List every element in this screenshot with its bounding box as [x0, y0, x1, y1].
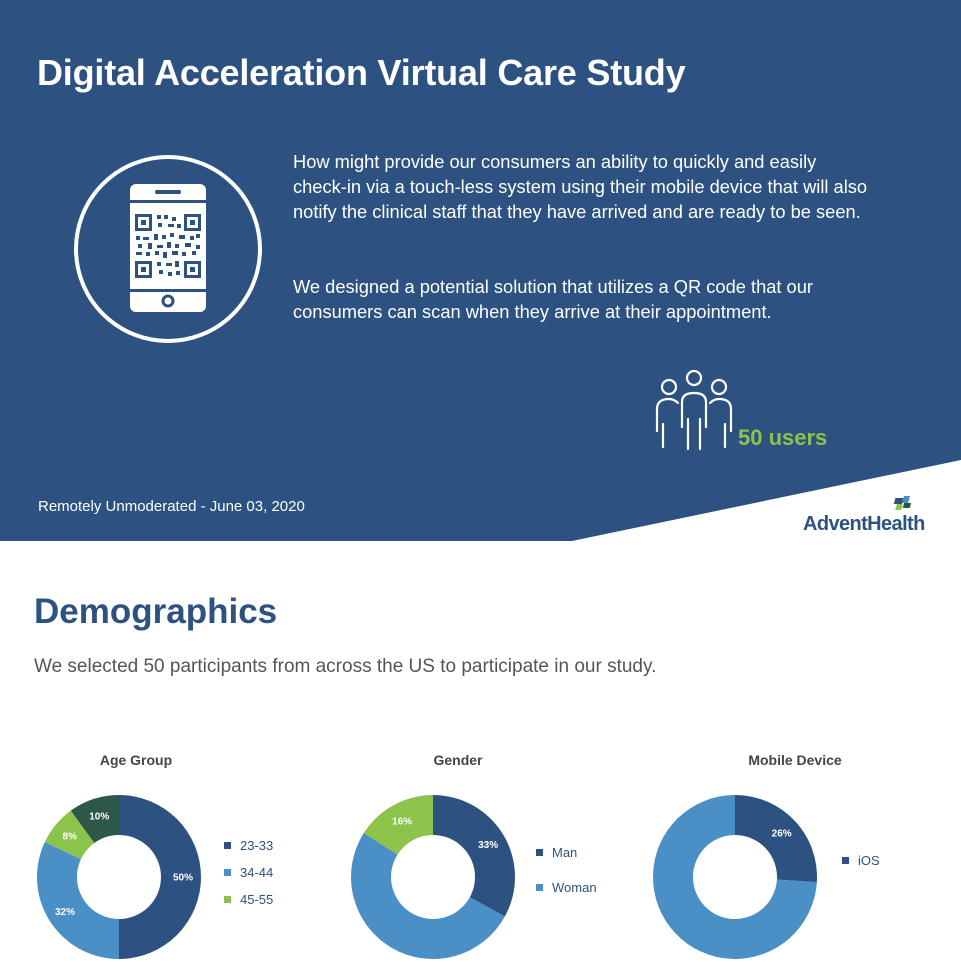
legend-swatch: [224, 869, 231, 876]
users-count: 50 users: [738, 425, 828, 450]
chart-title: Mobile Device: [748, 752, 842, 768]
problem-statement: How might provide our consumers an abili…: [293, 151, 868, 222]
slice-label: 16%: [392, 816, 412, 827]
legend-label: iOS: [858, 853, 880, 868]
section-title: Demographics: [34, 592, 278, 631]
donut-chart: 26%: [653, 795, 817, 959]
donut-slice: [735, 795, 817, 883]
session-info: Remotely Unmoderated - June 03, 2020: [38, 498, 305, 515]
donut-slice: [433, 795, 515, 917]
chart-title: Age Group: [99, 752, 173, 768]
donut-chart: 50% 32% 8% 10%: [36, 795, 201, 959]
slice-label: 33%: [478, 840, 498, 851]
slice-label: 26%: [772, 829, 792, 840]
page-title: Digital Acceleration Virtual Care Study: [37, 52, 686, 93]
legend-swatch: [224, 896, 231, 903]
legend-label: 34-44: [240, 865, 274, 880]
slice-label: 8%: [62, 832, 77, 843]
solution-statement: We designed a potential solution that ut…: [293, 276, 813, 322]
legend-label: 45-55: [240, 892, 274, 907]
legend-swatch: [536, 884, 543, 891]
donut-slice: [363, 795, 433, 855]
donut-slice: [70, 795, 119, 844]
legend-swatch: [842, 857, 849, 864]
legend-label: 23-33: [240, 838, 274, 853]
adventhealth-logo: [893, 496, 912, 510]
donut-chart: 33% 16%: [350, 795, 515, 960]
brand-name: AdventHealth: [803, 513, 925, 535]
donut-slice: [44, 810, 95, 860]
section-subtitle: We selected 50 participants from across …: [34, 656, 657, 677]
legend-swatch: [224, 842, 231, 849]
legend-swatch: [536, 849, 543, 856]
slice-label: 50%: [173, 873, 193, 884]
phone-icon-circle: [74, 155, 262, 343]
legend-label: Man: [552, 845, 578, 860]
chart-title: Gender: [433, 752, 483, 768]
users-group-icon: [655, 369, 733, 451]
phone-qr-icon: [130, 184, 206, 312]
donut-slice: [36, 842, 119, 959]
legend-label: Woman: [552, 880, 597, 895]
slice-label: 32%: [55, 907, 75, 918]
slice-label: 10%: [89, 812, 109, 823]
